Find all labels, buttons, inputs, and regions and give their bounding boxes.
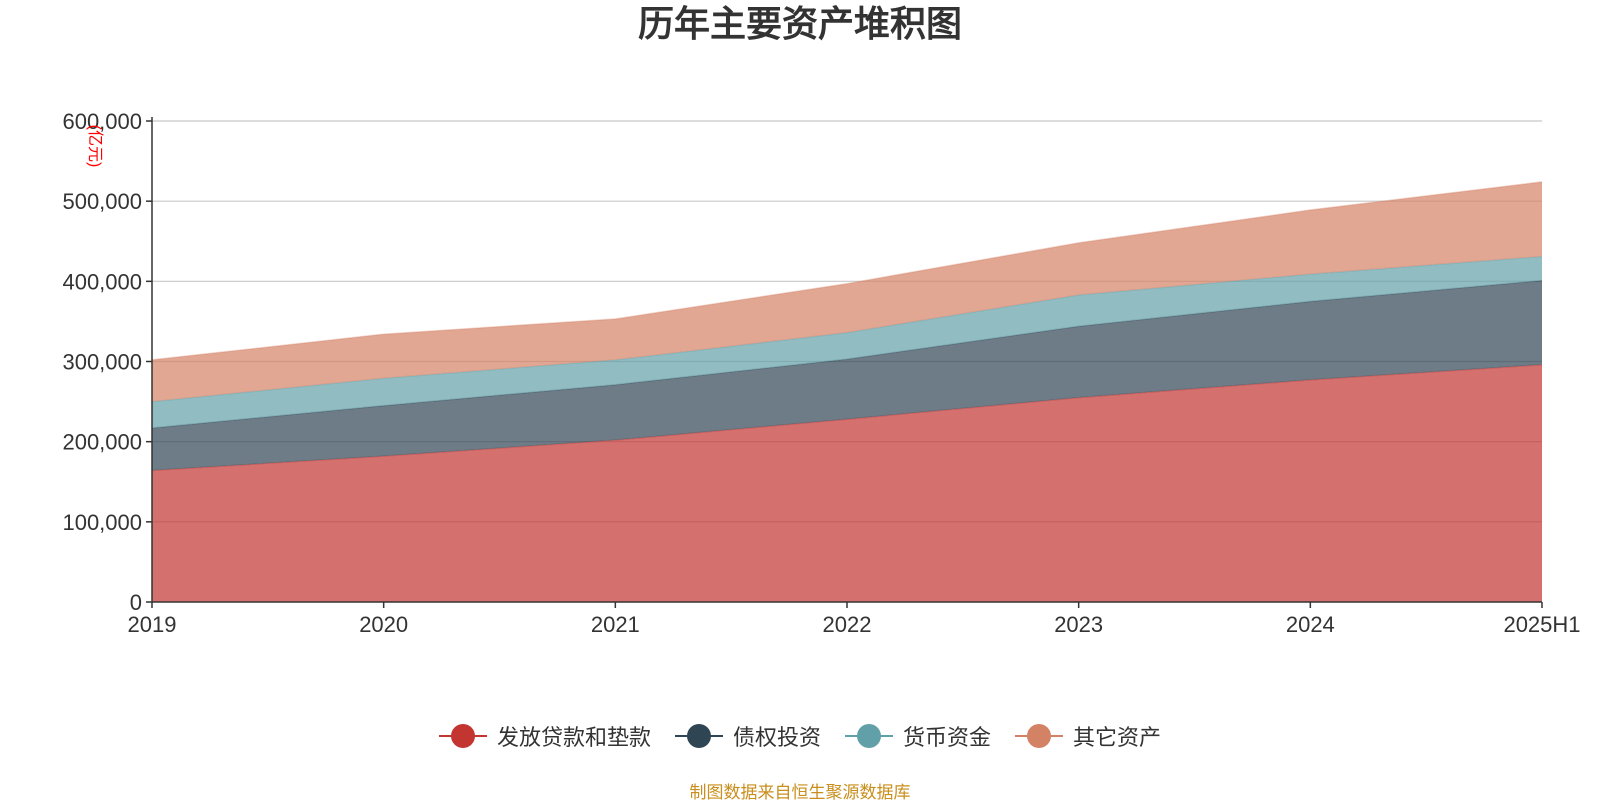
axes: 0 100,000 200,000 300,000 400,000 500,000 600,… — [62, 109, 1580, 637]
legend-item[interactable]: 债权投资 — [674, 720, 821, 752]
y-tick-label: 300,000 — [62, 350, 142, 375]
y-tick-label: 500,000 — [62, 189, 142, 214]
legend: 发放贷款和垫款 债权投资 货币资金 其它资产 — [0, 718, 1600, 754]
legend-swatch — [674, 724, 723, 748]
y-tick-label: 400,000 — [62, 269, 142, 294]
y-tick-label: 600,000 — [62, 109, 142, 134]
area-series-2[interactable] — [152, 256, 1542, 429]
legend-swatch-dot — [1027, 724, 1052, 748]
legend-label: 其它资产 — [1073, 725, 1162, 750]
area-series-0[interactable] — [152, 364, 1542, 602]
x-tick-label: 2023 — [1054, 612, 1103, 637]
x-tick-label: 2019 — [128, 612, 177, 637]
area-series-3[interactable] — [152, 181, 1542, 402]
x-tick-label: 2020 — [359, 612, 408, 637]
y-axis-unit-label: (亿元) — [86, 125, 104, 168]
legend-swatch — [845, 724, 893, 748]
legend-label: 债权投资 — [732, 725, 821, 750]
legend-label: 发放贷款和垫款 — [496, 725, 651, 750]
chart-title: 历年主要资产堆积图 — [638, 3, 962, 44]
x-tick-label: 2022 — [823, 612, 872, 637]
legend-swatch-dot — [857, 724, 881, 748]
x-tick-label: 2021 — [591, 612, 640, 637]
source-note: 制图数据来自恒生聚源数据库 — [689, 783, 911, 802]
legend-swatch-dot — [686, 724, 711, 748]
legend-item[interactable]: 发放贷款和垫款 — [438, 720, 651, 752]
legend-item[interactable]: 其它资产 — [1015, 720, 1161, 752]
x-tick-label: 2025H1 — [1503, 612, 1580, 637]
legend-label: 货币资金 — [903, 725, 992, 750]
area-series-1[interactable] — [152, 280, 1542, 471]
plot-area — [151, 181, 1543, 602]
y-tick-label: 200,000 — [62, 430, 142, 455]
x-tick-label: 2024 — [1286, 612, 1335, 637]
series-top-line-3 — [151, 181, 1543, 361]
legend-swatch — [1015, 724, 1064, 748]
legend-swatch — [438, 724, 487, 748]
y-tick-label: 0 — [130, 590, 142, 615]
legend-swatch-dot — [450, 724, 475, 748]
y-tick-label: 100,000 — [62, 510, 142, 535]
legend-item[interactable]: 货币资金 — [845, 720, 991, 752]
